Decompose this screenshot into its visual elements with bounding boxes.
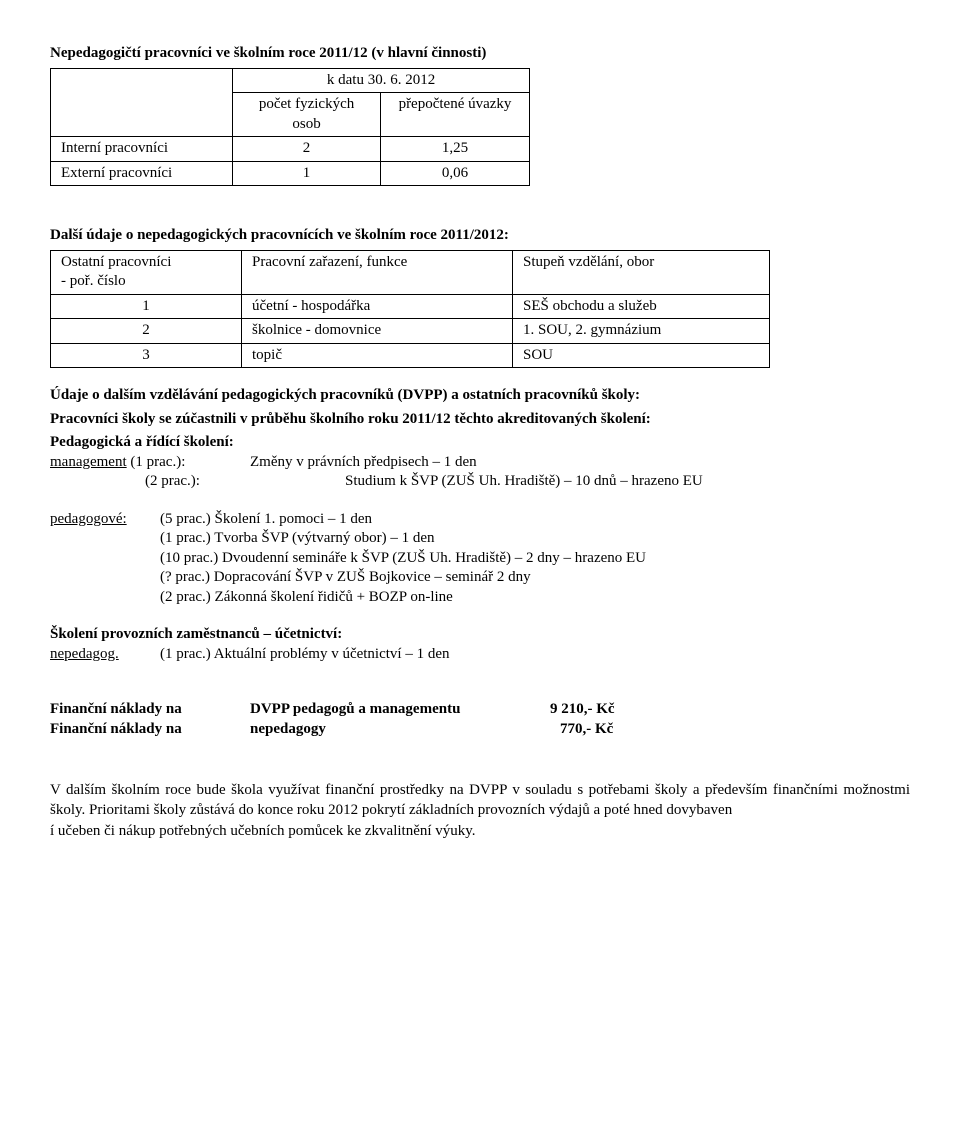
cell-f: účetní - hospodářka bbox=[242, 294, 513, 319]
table-row: Interní pracovníci 2 1,25 bbox=[51, 137, 530, 162]
prov-heading: Školení provozních zaměstnanců – účetnic… bbox=[50, 625, 910, 645]
table-row: 1 účetní - hospodářka SEŠ obchodu a služ… bbox=[51, 294, 770, 319]
table-row: 3 topič SOU bbox=[51, 343, 770, 368]
cell-text: - poř. číslo bbox=[61, 273, 126, 289]
nepedagog-row: nepedagog. (1 prac.) Aktuální problémy v… bbox=[50, 645, 910, 665]
cell-val: 1 bbox=[233, 161, 381, 186]
heading-main: Nepedagogičtí pracovníci ve školním roce… bbox=[50, 44, 910, 64]
mgmt1-text: Změny v právních předpisech – 1 den bbox=[250, 453, 477, 473]
management-block: management (1 prac.): Změny v právních p… bbox=[50, 453, 910, 492]
cell-label: Externí pracovníci bbox=[51, 161, 233, 186]
cell-f: školnice - domovnice bbox=[242, 319, 513, 344]
cell-f: topič bbox=[242, 343, 513, 368]
ped-item: (? prac.) Dopracování ŠVP v ZUŠ Bojkovic… bbox=[160, 568, 910, 588]
fin1-b: DVPP pedagogů a managementu bbox=[250, 700, 550, 720]
intro-line: Pracovníci školy se zúčastnili v průběhu… bbox=[50, 410, 910, 430]
table-header-span: k datu 30. 6. 2012 bbox=[233, 68, 530, 93]
heading-dvpp: Údaje o dalším vzdělávání pedagogických … bbox=[50, 386, 910, 406]
cell-val: 0,06 bbox=[381, 161, 530, 186]
fin-row-2: Finanční náklady na nepedagogy 770,- Kč bbox=[50, 720, 910, 740]
fin-row-1: Finanční náklady na DVPP pedagogů a mana… bbox=[50, 700, 910, 720]
cell-s: 1. SOU, 2. gymnázium bbox=[513, 319, 770, 344]
final-para-1: V dalším školním roce bude škola využíva… bbox=[50, 781, 910, 820]
table-col-a: počet fyzických osob bbox=[233, 93, 381, 137]
cell-text: Ostatní pracovníci bbox=[61, 254, 171, 270]
ped-heading: Pedagogická a řídící školení: bbox=[50, 433, 910, 453]
final-para-2: í učeben či nákup potřebných učebních po… bbox=[50, 822, 910, 842]
cell-val: 1,25 bbox=[381, 137, 530, 162]
fin2-a: Finanční náklady na bbox=[50, 720, 250, 740]
cell-label: Interní pracovníci bbox=[51, 137, 233, 162]
table-row: Externí pracovníci 1 0,06 bbox=[51, 161, 530, 186]
cell-s: SOU bbox=[513, 343, 770, 368]
fin2-c: 770,- Kč bbox=[560, 720, 613, 740]
ped-item: (2 prac.) Zákonná školení řidičů + BOZP … bbox=[160, 588, 910, 608]
mgmt2-count: (2 prac.): bbox=[50, 472, 345, 492]
table-staff-detail: Ostatní pracovníci - poř. číslo Pracovní… bbox=[50, 250, 770, 369]
cell-n: 1 bbox=[51, 294, 242, 319]
mgmt2-text: Studium k ŠVP (ZUŠ Uh. Hradiště) – 10 dn… bbox=[345, 472, 703, 492]
mgmt-label: management bbox=[50, 454, 127, 470]
pedag-label: pedagogové: bbox=[50, 511, 127, 527]
fin2-b: nepedagogy bbox=[250, 720, 550, 740]
cell-n: 2 bbox=[51, 319, 242, 344]
pedagogove-block: pedagogové: (5 prac.) Školení 1. pomoci … bbox=[50, 510, 910, 608]
cell-n: 3 bbox=[51, 343, 242, 368]
table-row: 2 školnice - domovnice 1. SOU, 2. gymnáz… bbox=[51, 319, 770, 344]
heading-further-info: Další údaje o nepedagogických pracovnící… bbox=[50, 226, 910, 246]
cell-val: 2 bbox=[233, 137, 381, 162]
table-staff-counts: k datu 30. 6. 2012 počet fyzických osob … bbox=[50, 68, 530, 187]
table2-h1: Ostatní pracovníci - poř. číslo bbox=[51, 250, 242, 294]
cell-s: SEŠ obchodu a služeb bbox=[513, 294, 770, 319]
table-col-b: přepočtené úvazky bbox=[381, 93, 530, 137]
fin1-a: Finanční náklady na bbox=[50, 700, 250, 720]
table2-h2: Pracovní zařazení, funkce bbox=[242, 250, 513, 294]
neped-label: nepedagog. bbox=[50, 646, 119, 662]
ped-item: (1 prac.) Tvorba ŠVP (výtvarný obor) – 1… bbox=[160, 529, 910, 549]
table2-h3: Stupeň vzdělání, obor bbox=[513, 250, 770, 294]
fin1-c: 9 210,- Kč bbox=[550, 700, 615, 720]
ped-item: (10 prac.) Dvoudenní semináře k ŠVP (ZUŠ… bbox=[160, 549, 910, 569]
table-row: k datu 30. 6. 2012 bbox=[51, 68, 530, 93]
ped-item: (5 prac.) Školení 1. pomoci – 1 den bbox=[160, 510, 372, 530]
table-row: Ostatní pracovníci - poř. číslo Pracovní… bbox=[51, 250, 770, 294]
neped-text: (1 prac.) Aktuální problémy v účetnictví… bbox=[160, 645, 450, 665]
mgmt1-count: (1 prac.): bbox=[127, 454, 186, 470]
